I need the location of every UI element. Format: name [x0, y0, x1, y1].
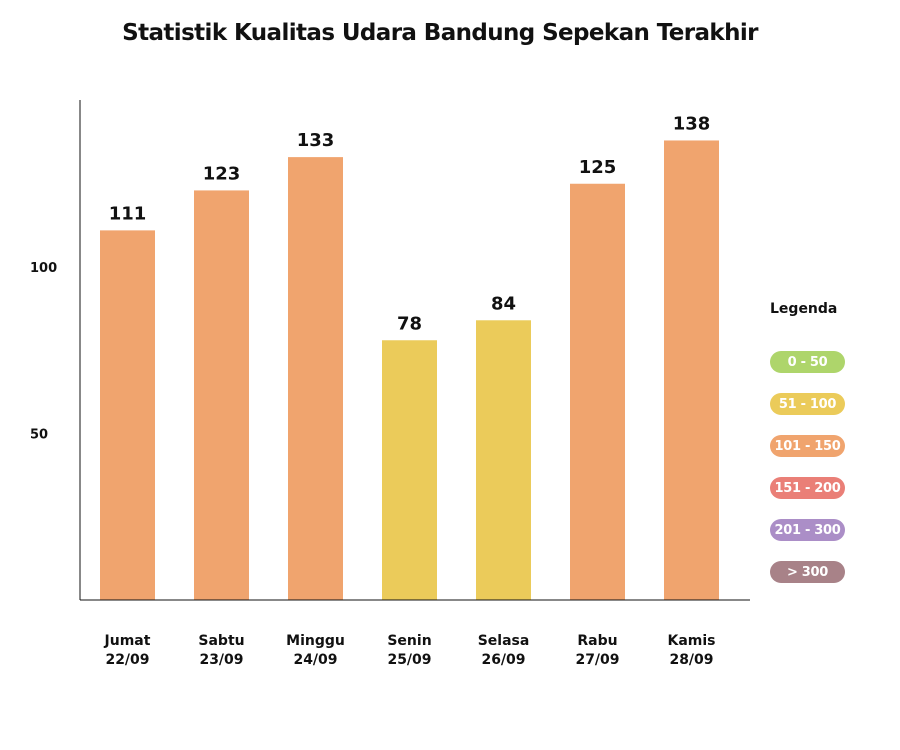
legend-item: 101 - 150 — [770, 435, 845, 457]
bar — [570, 183, 625, 600]
bars-group — [100, 140, 719, 601]
legend-item: 51 - 100 — [770, 393, 845, 415]
legend-item: 0 - 50 — [770, 351, 845, 373]
bar — [288, 157, 343, 601]
x-tick-day-label: Kamis — [667, 633, 715, 649]
bar — [100, 230, 155, 600]
bar — [476, 320, 531, 600]
x-tick-date-label: 28/09 — [669, 652, 713, 668]
bar — [382, 340, 437, 600]
legend-item: > 300 — [770, 561, 845, 583]
x-tick-date-label: 27/09 — [575, 652, 619, 668]
x-tick-day-label: Minggu — [286, 633, 345, 649]
bar-value-label: 111 — [109, 203, 147, 224]
chart-title: Statistik Kualitas Udara Bandung Sepekan… — [122, 20, 758, 46]
legend-item: 201 - 300 — [770, 519, 845, 541]
legend: 0 - 50 51 - 100 101 - 150 151 - 200 201 - 30… — [770, 351, 845, 603]
x-tick-date-label: 24/09 — [293, 652, 337, 668]
x-tick-date-label: 23/09 — [199, 652, 243, 668]
bar — [194, 190, 249, 600]
x-tick-date-label: 22/09 — [105, 652, 149, 668]
bar-value-label: 138 — [673, 113, 711, 134]
bar-value-label: 125 — [579, 157, 617, 178]
y-ticks-group: 50 100 — [30, 261, 57, 443]
x-tick-date-label: 26/09 — [481, 652, 525, 668]
value-labels-group: 111 123 133 78 84 125 138 — [109, 113, 711, 334]
bar-value-label: 78 — [397, 313, 422, 334]
bar-value-label: 123 — [203, 163, 241, 184]
bar-value-label: 133 — [297, 130, 335, 151]
bar — [664, 140, 719, 600]
x-labels-group: Jumat 22/09 Sabtu 23/09 Minggu 24/09 Senin 25/0… — [104, 633, 716, 668]
x-tick-day-label: Jumat — [104, 633, 151, 649]
x-tick-day-label: Sabtu — [198, 633, 244, 649]
x-tick-day-label: Selasa — [478, 633, 530, 649]
legend-item: 151 - 200 — [770, 477, 845, 499]
y-tick-label: 50 — [30, 428, 48, 443]
x-tick-day-label: Senin — [387, 633, 431, 649]
bar-value-label: 84 — [491, 293, 516, 314]
x-tick-date-label: 25/09 — [387, 652, 431, 668]
legend-title: Legenda — [770, 301, 838, 317]
y-tick-label: 100 — [30, 261, 57, 276]
x-tick-day-label: Rabu — [577, 633, 617, 649]
